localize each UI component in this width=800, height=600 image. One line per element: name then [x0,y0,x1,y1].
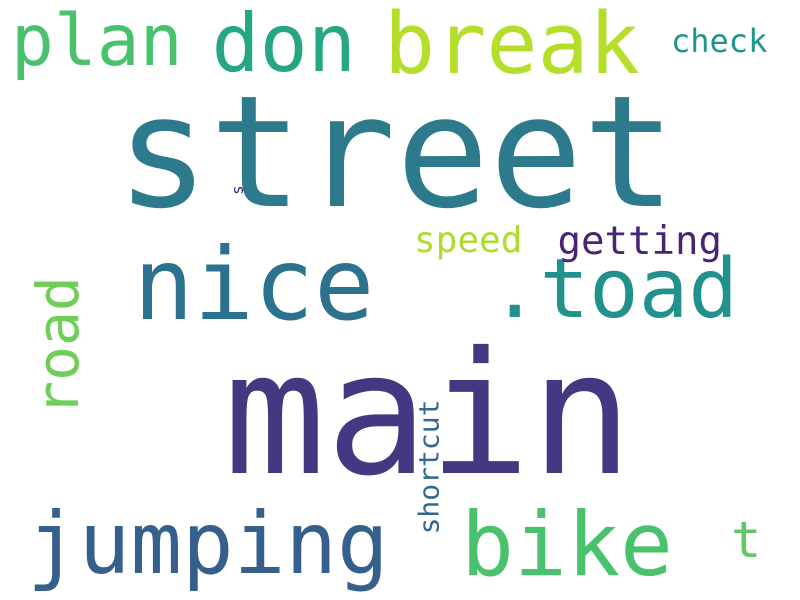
word-break: break [384,0,640,94]
word-getting: getting [557,218,723,264]
word-don: don [211,0,357,90]
word-main: main [223,316,633,514]
word-nice: nice [133,226,375,343]
word-jumping: jumping [27,494,389,594]
word-road: road [23,276,92,416]
word-t: t [731,510,762,569]
word-s: s [227,185,247,195]
word-toad: .toad [490,242,738,337]
word-check: check [671,22,768,60]
word-bike: bike [461,493,673,596]
word-speed: speed [414,220,523,261]
word-street: street [116,61,676,243]
word-shortcut: shortcut [411,399,445,535]
word-plan: plan [11,0,183,82]
